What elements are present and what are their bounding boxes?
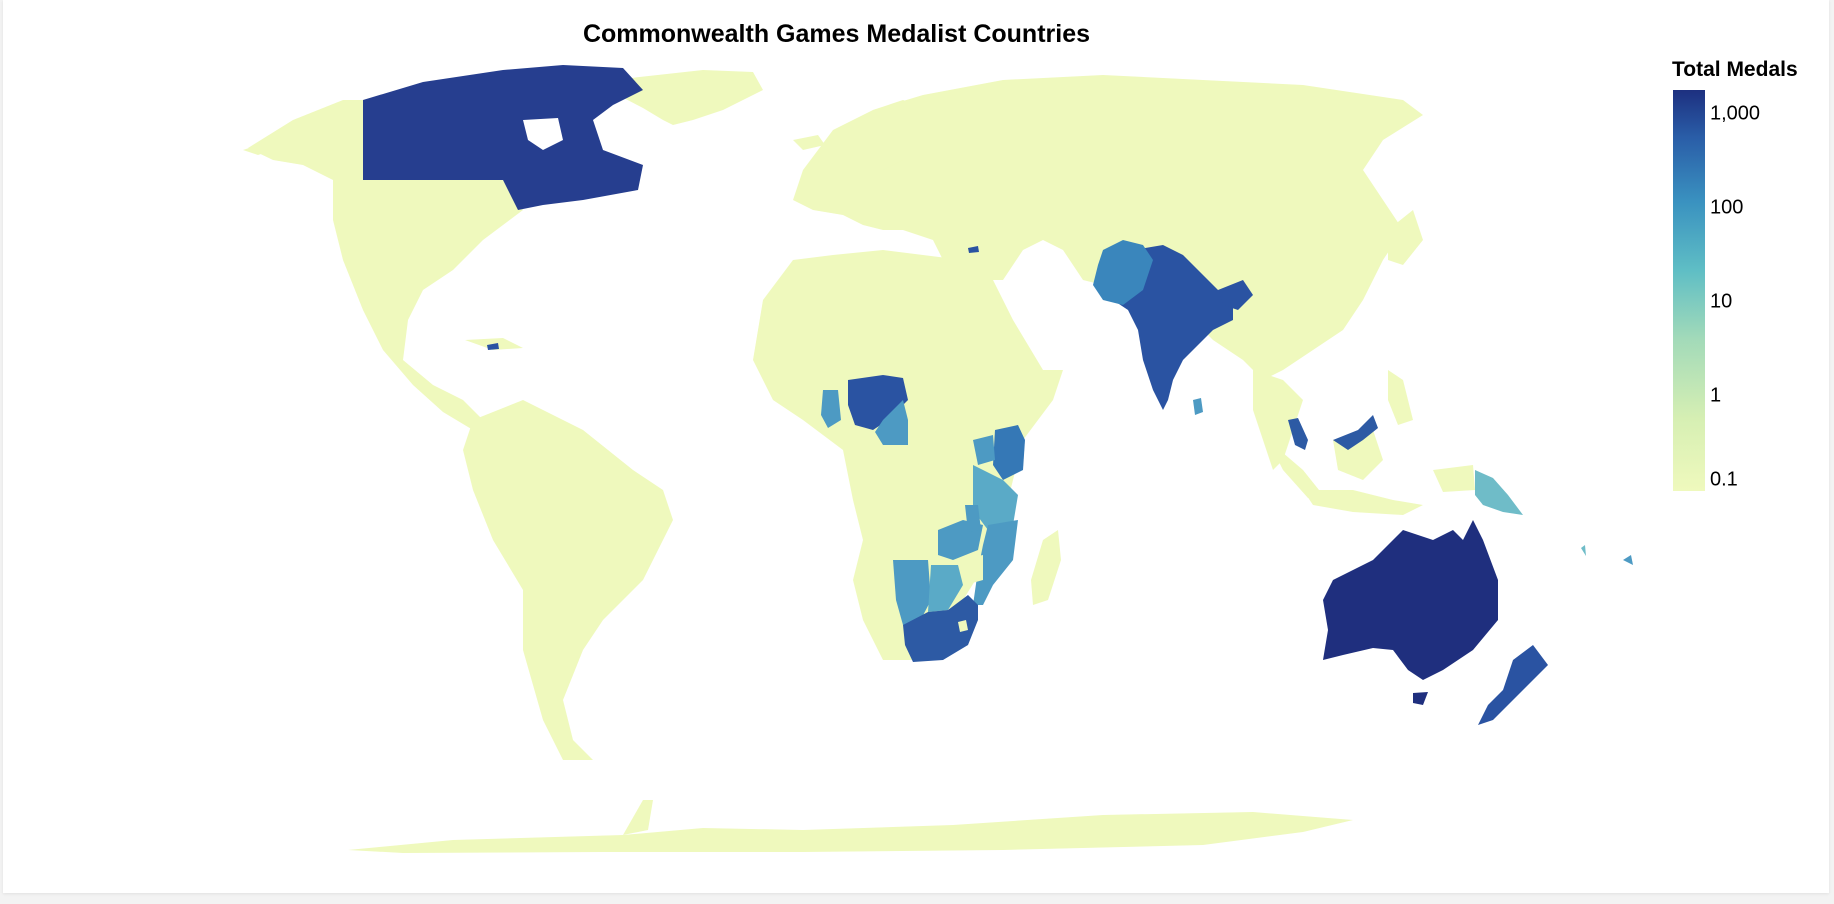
- region-north-america[interactable]: [248, 100, 523, 430]
- legend-tick-100: 100: [1710, 196, 1744, 219]
- legend-tick-1000: 1,000: [1710, 102, 1761, 125]
- country-canada[interactable]: [363, 65, 643, 210]
- region-south-america[interactable]: [463, 400, 673, 760]
- country-pakistan[interactable]: [1093, 240, 1153, 305]
- country-ghana[interactable]: [821, 390, 841, 428]
- country-kenya[interactable]: [993, 425, 1025, 480]
- country-tanzania[interactable]: [973, 465, 1018, 530]
- land-layer: [243, 70, 1475, 853]
- region-antarctica[interactable]: [348, 812, 1353, 853]
- region-arctic-strip[interactable]: [243, 130, 303, 155]
- region-scandinavia[interactable]: [853, 100, 933, 170]
- legend-title: Total Medals: [1672, 58, 1798, 81]
- country-cameroon[interactable]: [875, 400, 908, 445]
- country-samoa[interactable]: [1581, 545, 1586, 556]
- world-map: [243, 65, 1633, 853]
- country-uganda[interactable]: [973, 435, 995, 465]
- country-malaysia-borneo[interactable]: [1333, 415, 1378, 450]
- region-southeast-asia[interactable]: [1253, 370, 1303, 470]
- country-mozambique[interactable]: [973, 520, 1018, 605]
- region-philippines[interactable]: [1388, 370, 1413, 425]
- country-sri-lanka[interactable]: [1193, 398, 1203, 415]
- country-malaysia[interactable]: [1288, 418, 1308, 450]
- region-greenland[interactable]: [613, 70, 763, 125]
- legend-tick-10: 10: [1710, 290, 1733, 313]
- region-iceland[interactable]: [793, 135, 825, 150]
- country-zimbabwe[interactable]: [958, 555, 983, 585]
- region-indonesia[interactable]: [1303, 490, 1423, 515]
- region-madagascar[interactable]: [1031, 530, 1061, 605]
- country-nigeria[interactable]: [848, 375, 908, 430]
- region-japan[interactable]: [1388, 210, 1423, 265]
- country-australia[interactable]: [1323, 520, 1498, 680]
- country-lesotho[interactable]: [958, 620, 968, 632]
- region-sumatra[interactable]: [1268, 440, 1323, 498]
- region-new-guinea-west[interactable]: [1433, 465, 1475, 492]
- hudson-bay: [523, 118, 563, 150]
- country-south-africa[interactable]: [903, 595, 978, 662]
- country-botswana[interactable]: [928, 565, 963, 612]
- country-new-zealand[interactable]: [1478, 645, 1548, 725]
- country-fiji[interactable]: [1623, 555, 1633, 565]
- legend-gradient-bar: [1673, 90, 1705, 491]
- country-papua-new-guinea[interactable]: [1475, 470, 1523, 515]
- country-australia-tasmania[interactable]: [1413, 692, 1428, 705]
- country-cyprus[interactable]: [968, 246, 979, 253]
- color-legend: Total Medals 1,000 100 10 1 0.1: [1670, 56, 1830, 496]
- region-antarctic-peninsula[interactable]: [623, 800, 653, 835]
- map-title: Commonwealth Games Medalist Countries: [582, 20, 1091, 48]
- country-malawi[interactable]: [965, 505, 981, 532]
- country-jamaica[interactable]: [487, 343, 499, 350]
- chart-card: Commonwealth Games Medalist Countries: [3, 0, 1829, 893]
- country-namibia[interactable]: [893, 560, 931, 625]
- medalist-layer: [363, 65, 1633, 725]
- legend-tick-0-1: 0.1: [1710, 468, 1738, 491]
- region-eurasia[interactable]: [793, 75, 1423, 380]
- legend-tick-1: 1: [1710, 384, 1722, 407]
- country-india-northeast[interactable]: [1218, 280, 1253, 310]
